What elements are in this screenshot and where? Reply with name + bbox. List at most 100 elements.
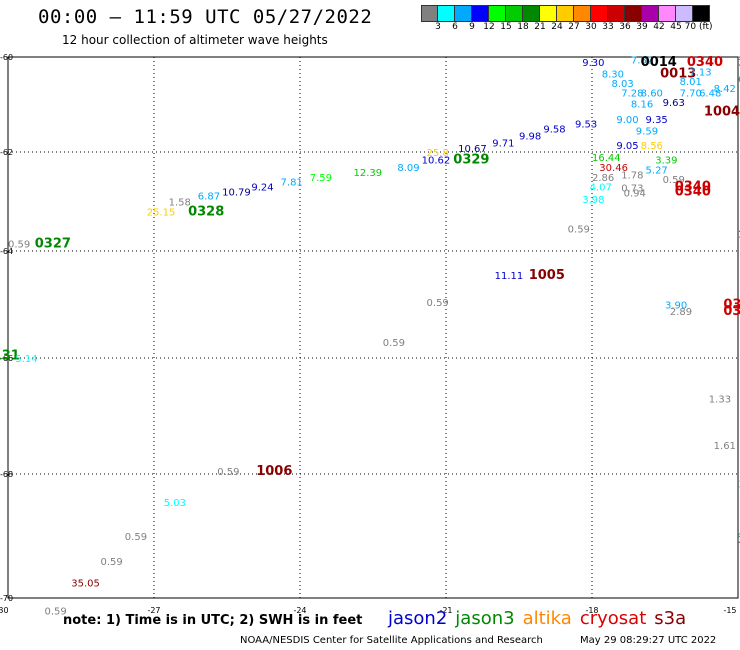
wave-height-value: 8.56 (641, 141, 663, 152)
wave-height-value: 1.61 (714, 441, 736, 452)
legend-swatch (608, 6, 625, 21)
pass-time-label: 0014 (641, 55, 677, 70)
wave-height-value: 7.81 (281, 178, 303, 189)
legend-label: 15 (500, 22, 512, 32)
legend-swatch (489, 6, 506, 21)
legend-swatch (506, 6, 523, 21)
legend-swatch (693, 6, 710, 21)
wave-height-value: 30.46 (599, 163, 628, 174)
lon-tick-label: -24 (293, 606, 306, 615)
wave-height-value: 10.8 (738, 230, 740, 241)
wave-height-value: 1.78 (621, 170, 643, 181)
lon-tick-label: -27 (147, 606, 160, 615)
wave-height-value: 4. (738, 529, 740, 540)
wave-height-value: 16.44 (592, 153, 621, 164)
page-title: 00:00 – 11:59 UTC 05/27/2022 (38, 6, 373, 28)
legend-label: 24 (551, 22, 563, 32)
wave-height-value: 2.89 (670, 307, 692, 318)
wave-height-value: 9.30 (582, 58, 604, 69)
legend-swatch (523, 6, 540, 21)
lon-tick-label: -15 (723, 606, 736, 615)
footer-note: note: 1) Time is in UTC; 2) SWH is in fe… (63, 613, 363, 628)
lat-lon-grid (7, 56, 739, 599)
wave-height-value: 3.39 (655, 155, 677, 166)
legend-label: 21 (534, 22, 546, 32)
legend-swatch (438, 6, 455, 21)
pass-time-label: 0131 (0, 348, 20, 363)
lat-tick-label: -68 (0, 470, 13, 479)
wave-height-value: 8.42 (714, 84, 736, 95)
wave-height-value: 25.15 (147, 207, 176, 218)
pass-time-label: 0339 (723, 304, 740, 319)
wave-height-value: 10.62 (422, 155, 451, 166)
wave-height-value: 8.30 (602, 70, 624, 81)
legend-swatch (455, 6, 472, 21)
legend-swatch (676, 6, 693, 21)
satellite-jason2: jason2 (388, 608, 448, 629)
wave-height-value: 3.98 (582, 195, 604, 206)
legend-label: 6 (452, 22, 458, 32)
wave-height-points: 9.307.82001403407.85108.3000137.136.858.… (0, 55, 740, 618)
wave-height-value: 8.03 (611, 79, 633, 90)
wave-height-value: 9.35 (646, 115, 668, 126)
pass-time-label: 0340 (687, 55, 723, 70)
satellite-legend: jason2 jason3 altika cryosat s3a (388, 608, 694, 629)
pass-time-label: 0340 (675, 185, 711, 200)
legend-swatch (421, 6, 438, 21)
wave-height-value: 3.34 (738, 479, 740, 490)
pass-time-label: 0328 (188, 204, 224, 219)
satellite-s3a: s3a (654, 608, 687, 629)
pass-time-label: 1004 (704, 105, 740, 120)
wave-height-value: 0.59 (100, 557, 122, 568)
wave-height-value: 0.59 (568, 225, 590, 236)
lon-tick-label: -18 (585, 606, 598, 615)
pass-time-label: 0329 (453, 152, 489, 167)
wave-height-value: 3.90 (665, 301, 687, 312)
pass-time-label: 1006 (256, 464, 292, 479)
wave-height-value: 8.01 (680, 77, 702, 88)
legend-swatch (557, 6, 574, 21)
axis-tick-labels: -30 -27 -24 -21 -18 -15 -60 -62 -64 -66 -68 -70 (0, 53, 737, 615)
satellite-altika: altika (522, 608, 572, 629)
legend-swatch (540, 6, 557, 21)
lat-tick-label: -66 (0, 354, 13, 363)
lat-tick-label: -62 (0, 148, 13, 157)
wave-height-value: 0.59 (125, 532, 147, 543)
wave-height-value: 0.59 (663, 175, 685, 186)
pass-time-label: 10 (738, 55, 740, 70)
legend-label: 33 (602, 22, 614, 32)
wave-height-value: 7.70 (680, 89, 702, 100)
legend-label: 27 (568, 22, 580, 32)
legend-swatch (574, 6, 591, 21)
wave-height-value: 0.59 (217, 467, 239, 478)
wave-height-value: 0.59 (383, 338, 405, 349)
wave-height-value: 0.94 (624, 189, 646, 200)
wave-height-value: 1.33 (709, 395, 731, 406)
wave-height-value: 35.05 (71, 579, 100, 590)
wave-height-value: 9.53 (575, 120, 597, 131)
legend-label: 3 (435, 22, 441, 32)
wave-height-value: 9.05 (616, 141, 638, 152)
generated-timestamp: May 29 08:29:27 UTC 2022 (580, 635, 717, 646)
legend-swatch (659, 6, 676, 21)
legend-label: 9 (469, 22, 475, 32)
lon-tick-label: -30 (0, 606, 9, 615)
wave-height-value: 9.58 (543, 124, 565, 135)
wave-height-value: 9.71 (492, 139, 514, 150)
pass-time-label: 0340 (675, 180, 711, 195)
legend-swatch (625, 6, 642, 21)
wave-height-value: 6.87 (198, 192, 220, 203)
wave-height-value: 6.85 (738, 74, 740, 85)
wave-height-value: 6.48 (699, 89, 721, 100)
pass-time-label: 1005 (529, 268, 565, 283)
lat-tick-label: -64 (0, 247, 13, 256)
page-subtitle: 12 hour collection of altimeter wave hei… (62, 33, 328, 47)
wave-height-value: 0.59 (45, 606, 67, 617)
legend-label: 70 (ft) (684, 22, 713, 32)
pass-time-label: 0013 (660, 67, 696, 82)
wave-height-value: 10.79 (222, 188, 251, 199)
legend-label: 39 (636, 22, 648, 32)
wave-height-value: 9.24 (251, 183, 273, 194)
legend-label: 18 (517, 22, 529, 32)
credit-text: NOAA/NESDIS Center for Satellite Applica… (240, 635, 543, 646)
